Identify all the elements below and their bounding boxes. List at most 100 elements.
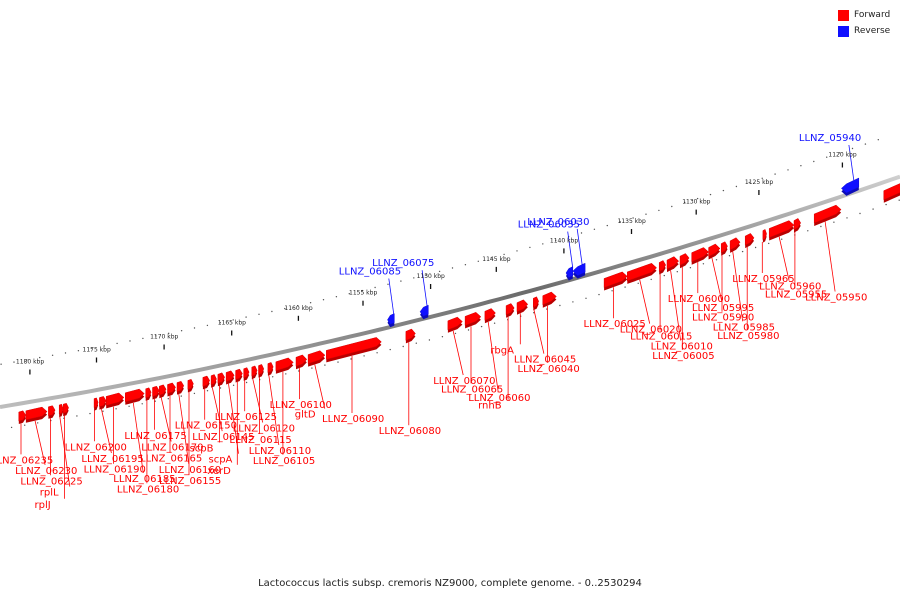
track-dot xyxy=(90,347,93,349)
gene-LLNZ_06225[interactable] xyxy=(48,405,56,419)
gene-LLNZ_05980[interactable] xyxy=(744,233,755,249)
gene-rplJ[interactable] xyxy=(62,403,69,417)
gene-LLNZ_06200[interactable] xyxy=(93,397,99,411)
leader-line xyxy=(211,387,223,432)
gene-LLNZ_06195[interactable] xyxy=(99,396,107,410)
gene-arrow xyxy=(841,177,860,194)
gene-LLNZ_06040[interactable] xyxy=(542,291,557,308)
track-dot xyxy=(728,255,731,257)
gene-LLNZ_06160[interactable] xyxy=(176,381,185,395)
gene-label: LLNZ_05940 xyxy=(799,133,861,144)
gene-LLNZ_05990[interactable] xyxy=(720,241,728,256)
track-dot xyxy=(193,392,196,395)
track-dot xyxy=(0,363,2,365)
track-dot xyxy=(155,335,157,337)
track-dot xyxy=(219,387,222,389)
gene-LLNZ_05950[interactable] xyxy=(813,204,842,226)
tick-label: 1160 kbp xyxy=(284,305,312,312)
gene-LLNZ_06150[interactable] xyxy=(202,375,210,390)
gene-LLNZ_06025[interactable] xyxy=(603,271,628,291)
gene-LLNZ_06235[interactable] xyxy=(18,410,27,424)
gene-arrow xyxy=(484,308,496,321)
track-dot xyxy=(872,208,874,210)
gene-arrow xyxy=(307,350,326,364)
gene-LLNZ_06020[interactable] xyxy=(627,263,657,284)
gene-LLNZ_06125[interactable] xyxy=(243,367,250,381)
gene-LLNZ_06075[interactable] xyxy=(419,304,429,320)
gene-xerD[interactable] xyxy=(235,368,243,383)
gene-label: LLNZ_06080 xyxy=(379,426,441,437)
gene-LLNZ_06080[interactable] xyxy=(405,328,416,344)
gene-arrow xyxy=(295,354,308,367)
legend-reverse: Reverse xyxy=(838,24,890,38)
track-dot xyxy=(311,367,313,369)
gene-LLNZ_06100[interactable] xyxy=(295,354,308,370)
gene-arrow xyxy=(565,266,574,278)
gene-label: LLNZ_06075 xyxy=(372,258,434,269)
gene-LLNZ_05965[interactable] xyxy=(762,229,767,243)
gene-LLNZ_06030[interactable] xyxy=(572,262,586,279)
gene-rnhB[interactable] xyxy=(505,303,515,318)
gene-label: LLNZ_05960 xyxy=(759,282,821,293)
gene-label: LLNZ_05985 xyxy=(713,322,775,333)
track-dot xyxy=(298,370,300,372)
leader-line xyxy=(421,270,428,307)
gene-unnamed[interactable] xyxy=(883,182,900,203)
gene-LLNZ_06190[interactable] xyxy=(105,392,125,409)
gene-scpA[interactable] xyxy=(225,370,235,385)
gene-arrow xyxy=(793,218,801,231)
gene-LLNZ_06005[interactable] xyxy=(679,253,690,269)
gene-LLNZ_05940[interactable] xyxy=(841,177,860,196)
gene-LLNZ_06105[interactable] xyxy=(275,357,294,374)
gene-label: rplJ xyxy=(35,500,51,511)
leader-line xyxy=(228,383,239,454)
gene-LLNZ_06110[interactable] xyxy=(267,362,274,376)
gene-LLNZ_05995[interactable] xyxy=(708,243,721,260)
track-dot xyxy=(503,253,505,256)
gene-LLNZ_06180[interactable] xyxy=(145,387,152,401)
gene-LLNZ_06175[interactable] xyxy=(152,385,160,400)
gene-LLNZ_06170[interactable] xyxy=(159,384,167,399)
track-dot xyxy=(735,185,738,188)
gene-arrow xyxy=(159,384,167,396)
track-dot xyxy=(64,352,67,354)
gene-rplL[interactable] xyxy=(58,403,64,417)
gene-LLNZ_05960[interactable] xyxy=(768,220,795,241)
track-dot xyxy=(781,238,783,240)
gene-LLNZ_06085[interactable] xyxy=(387,313,395,328)
track-dot xyxy=(637,282,639,284)
gene-scpB[interactable] xyxy=(217,372,225,387)
gene-LLNZ_06115[interactable] xyxy=(258,364,265,378)
gene-gltD[interactable] xyxy=(307,350,326,367)
gene-LLNZ_06070[interactable] xyxy=(447,316,463,333)
gene-LLNZ_06035[interactable] xyxy=(565,266,574,281)
gene-LLNZ_06120[interactable] xyxy=(251,365,258,380)
gene-label: LLNZ_06045 xyxy=(514,355,576,366)
gene-LLNZ_06090[interactable] xyxy=(326,337,382,363)
gene-rbgA[interactable] xyxy=(516,299,529,315)
gene-LLNZ_06000[interactable] xyxy=(691,247,709,265)
gene-LLNZ_06165[interactable] xyxy=(167,382,176,397)
track-dot xyxy=(593,228,596,230)
track-dot xyxy=(877,139,879,141)
gene-LLNZ_05985[interactable] xyxy=(729,237,741,253)
track-dot xyxy=(477,260,479,262)
gene-label: LLNZ_06085 xyxy=(339,267,401,278)
gene-LLNZ_06065[interactable] xyxy=(464,312,482,329)
leader-line xyxy=(268,374,280,446)
gene-LLNZ_06230[interactable] xyxy=(25,406,48,423)
gene-LLNZ_06060[interactable] xyxy=(484,308,496,324)
gene-label: LLNZ_06110 xyxy=(249,446,311,457)
tick-label: 1135 kbp xyxy=(618,218,646,225)
track-dot xyxy=(374,286,376,289)
gene-LLNZ_06010[interactable] xyxy=(666,256,680,273)
gene-LLNZ_06015[interactable] xyxy=(658,260,666,275)
gene-LLNZ_05955[interactable] xyxy=(793,218,801,233)
track-dot xyxy=(768,242,770,245)
gene-label: rnhB xyxy=(478,401,502,412)
gene-LLNZ_06045[interactable] xyxy=(533,296,539,311)
track-dot xyxy=(128,405,130,407)
gene-LLNZ_06155[interactable] xyxy=(187,378,194,393)
gene-LLNZ_06185[interactable] xyxy=(125,388,145,405)
gene-LLNZ_06145[interactable] xyxy=(210,374,217,388)
